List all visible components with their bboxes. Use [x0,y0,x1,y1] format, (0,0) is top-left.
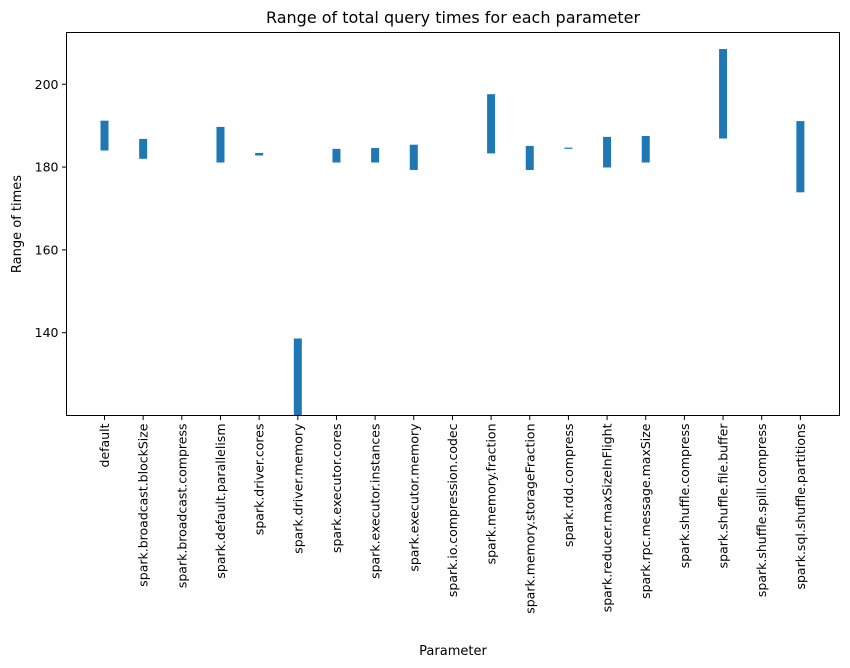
x-axis-ticks: default spark.broadcast.blockSize spark.br… [97,415,808,614]
bar-8 [409,144,418,170]
x-tick-label: spark.rdd.compress [561,424,576,547]
y-axis-label: Range of times [10,175,25,273]
x-tick-label: spark.executor.memory [406,423,421,572]
y-tick-label: 180 [35,160,59,175]
plot-area-frame [66,32,840,416]
bar-12 [564,147,573,149]
bar-18 [796,121,805,193]
y-tick-label: 140 [35,325,59,340]
bar-5 [293,338,302,416]
bar-10 [487,94,496,154]
x-tick-label: spark.default.parallelism [213,424,228,579]
bar-6 [332,148,341,163]
x-tick-label: spark.shuffle.compress [677,424,692,569]
x-tick-label: spark.memory.storageFraction [522,424,537,614]
bar-16 [719,49,728,139]
bar-14 [641,136,650,163]
bars-group [100,49,805,416]
x-tick-label: spark.sql.shuffle.partitions [793,424,808,590]
x-tick-label: spark.shuffle.file.buffer [716,423,731,569]
x-tick-label: spark.broadcast.compress [174,424,189,589]
bar-7 [371,148,380,163]
y-tick-label: 160 [35,242,59,257]
y-axis-ticks: 140 160 180 200 [35,77,67,340]
x-tick-label: spark.executor.cores [329,424,344,554]
x-tick-label: default [97,423,112,467]
bar-3 [216,126,225,163]
y-tick-label: 200 [35,77,59,92]
chart-title: Range of total query times for each para… [266,8,640,27]
x-tick-label: spark.executor.instances [368,424,383,579]
x-tick-label: spark.driver.cores [252,424,267,536]
x-axis-label: Parameter [419,644,487,659]
x-tick-label: spark.rpc.message.maxSize [638,423,653,599]
x-tick-label: spark.broadcast.blockSize [136,423,151,587]
bar-1 [139,138,148,159]
bar-0 [100,120,109,151]
bar-13 [603,136,612,168]
bar-4 [255,152,264,156]
x-tick-label: spark.shuffle.spill.compress [754,424,769,598]
x-tick-label: spark.driver.memory [290,423,305,554]
x-tick-label: spark.reducer.maxSizeInFlight [600,423,615,612]
x-tick-label: spark.io.compression.codec [445,423,460,597]
x-tick-label: spark.memory.fraction [484,424,499,565]
bar-11 [525,145,534,170]
